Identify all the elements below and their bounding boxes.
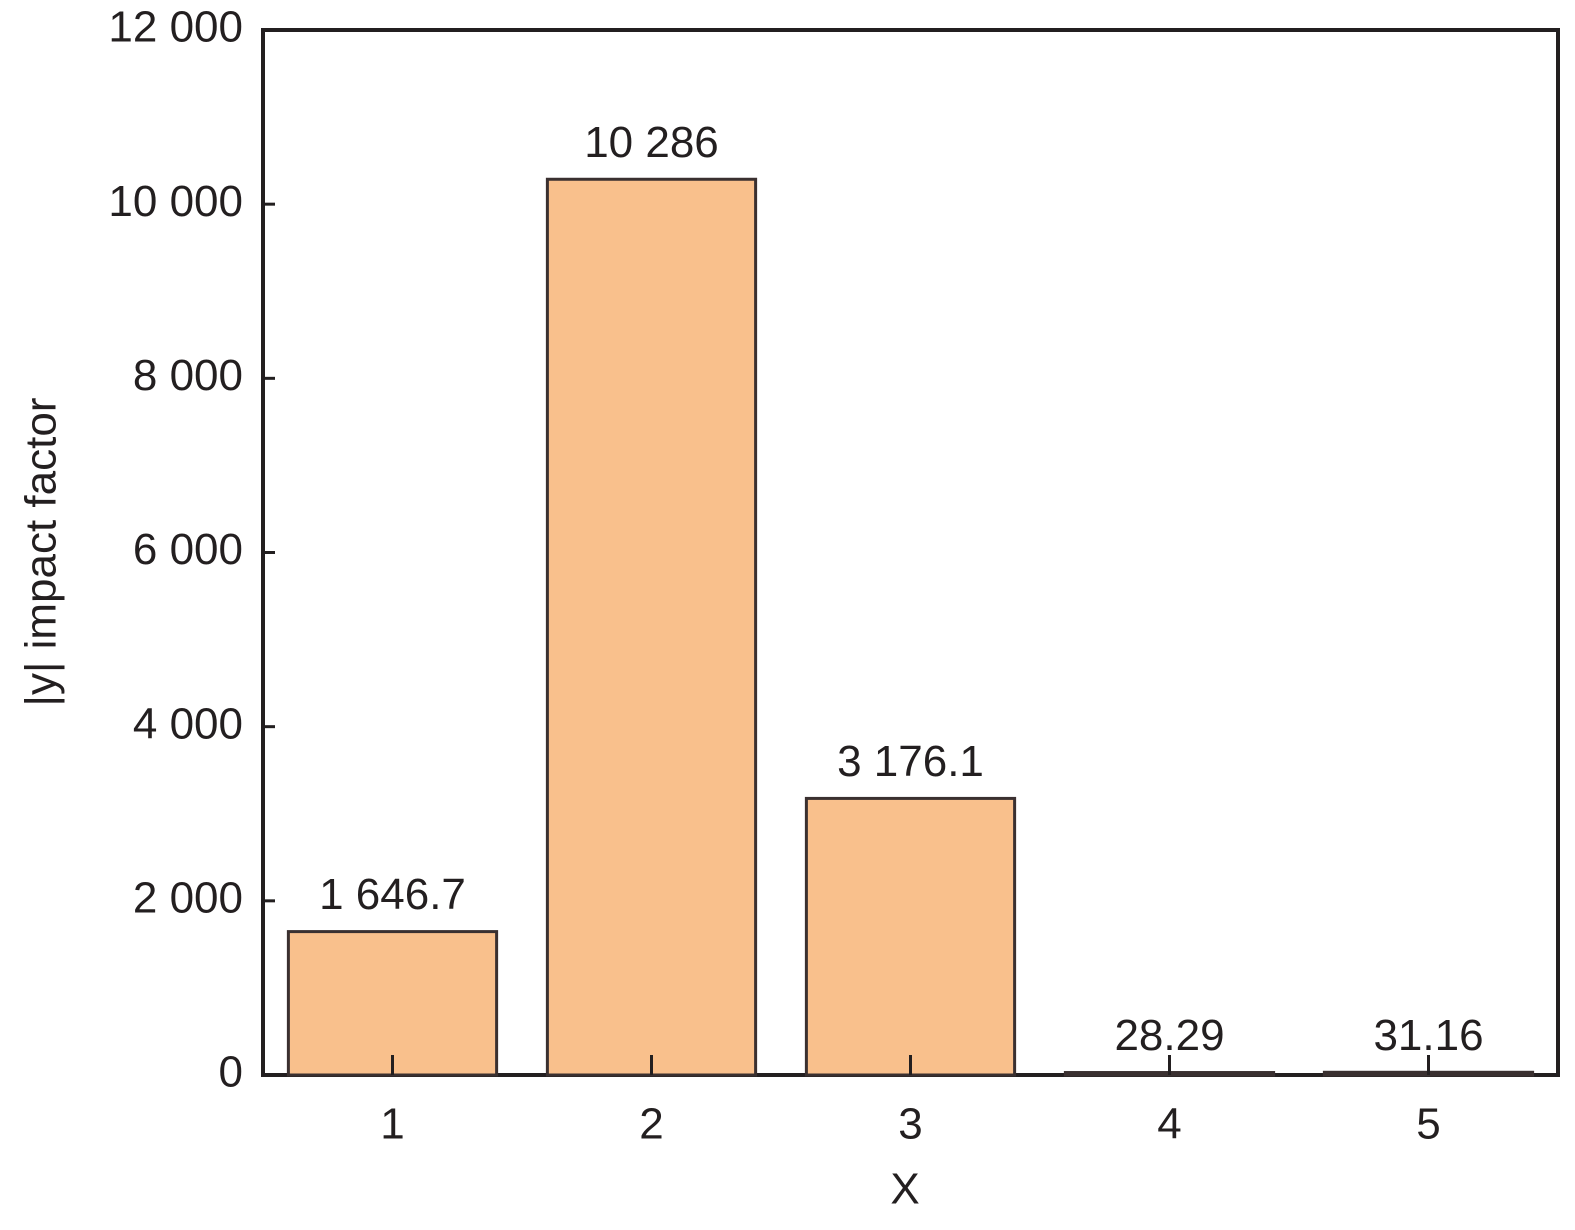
x-tick-label: 3 <box>898 1100 922 1149</box>
y-tick-label: 0 <box>219 1048 243 1097</box>
bar <box>804 796 1017 1077</box>
x-tick-label: 1 <box>380 1100 404 1149</box>
bar <box>545 177 758 1077</box>
y-axis-label: |y| impact factor <box>17 398 66 707</box>
value-label: 31.16 <box>1373 1011 1483 1060</box>
x-tick-label: 2 <box>639 1100 663 1149</box>
value-label: 1 646.7 <box>319 870 466 919</box>
y-tick-label: 6 000 <box>133 525 243 574</box>
value-label: 28.29 <box>1114 1011 1224 1060</box>
y-tick-label: 8 000 <box>133 351 243 400</box>
y-tick-label: 4 000 <box>133 699 243 748</box>
x-axis-label: X <box>890 1165 919 1214</box>
y-tick-label: 10 000 <box>108 177 243 226</box>
x-tick-label: 5 <box>1416 1100 1440 1149</box>
value-label: 10 286 <box>584 118 719 167</box>
y-tick-label: 2 000 <box>133 873 243 922</box>
y-tick-label: 12 000 <box>108 3 243 52</box>
value-label: 3 176.1 <box>837 737 984 786</box>
bar <box>286 930 499 1077</box>
x-tick-label: 4 <box>1157 1100 1181 1149</box>
